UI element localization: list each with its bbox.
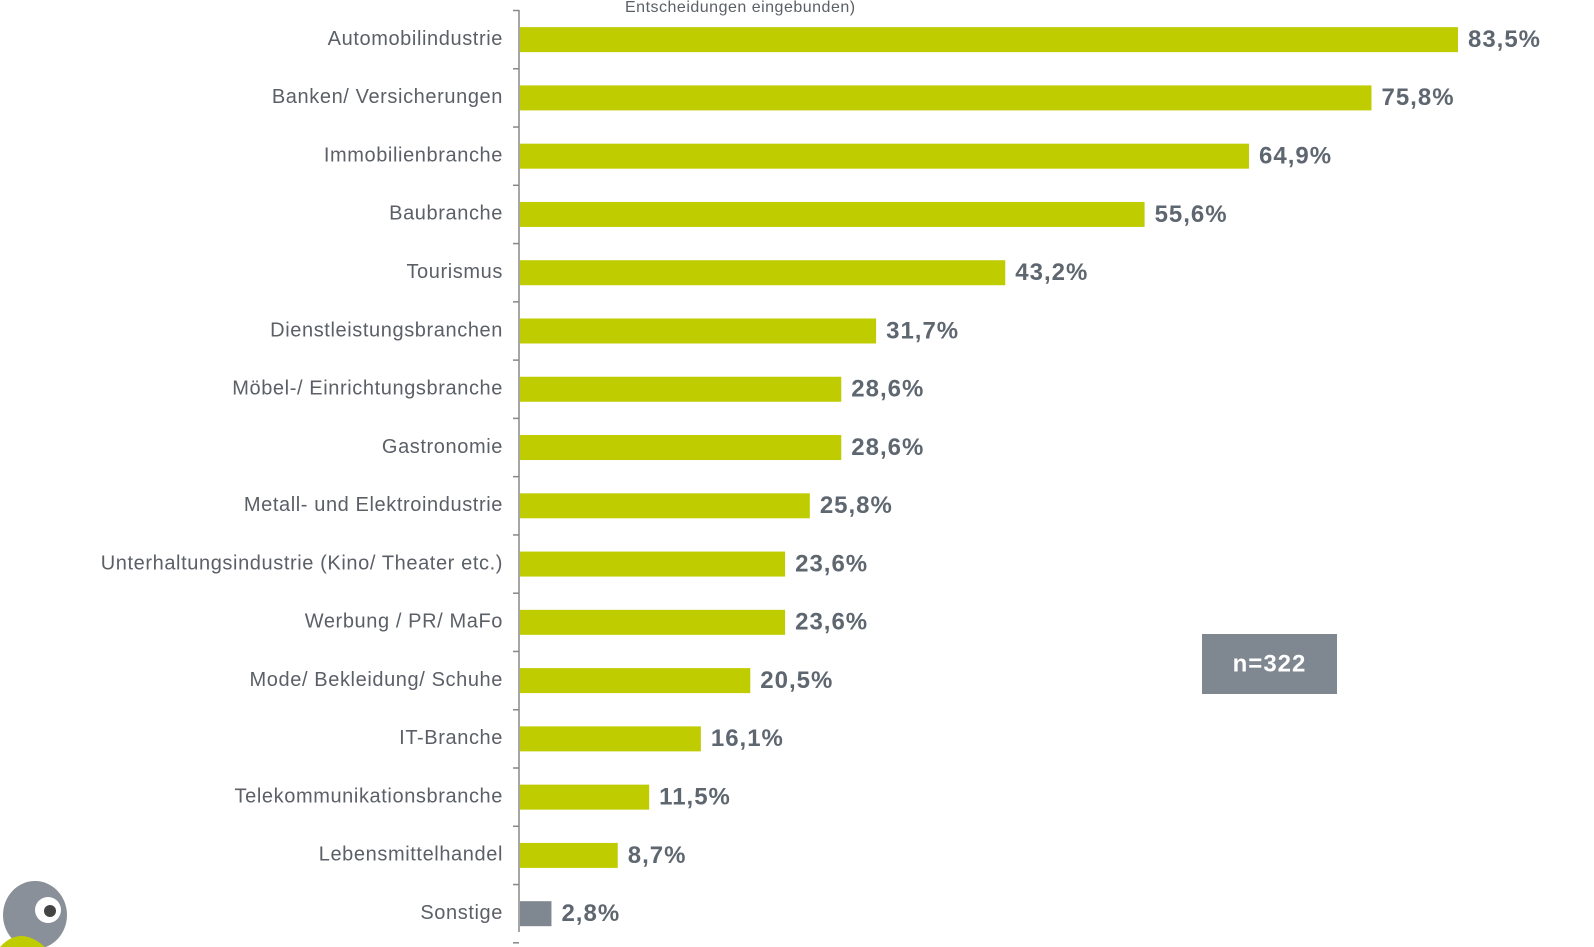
bar [520,784,650,810]
bar [520,260,1006,286]
bar [520,143,1250,169]
value-label: 23,6% [795,609,868,636]
bar [520,376,842,402]
bar [520,668,751,694]
value-label: 20,5% [760,667,833,694]
value-label: 83,5% [1468,26,1541,53]
value-label: 23,6% [795,550,868,577]
category-label: Gastronomie [382,436,503,458]
category-label: Werbung / PR/ MaFo [305,611,503,633]
category-label: Dienstleistungsbranchen [270,319,503,341]
category-label: Tourismus [406,261,503,283]
bar [520,609,786,635]
category-label: Immobilienbranche [324,144,503,166]
logo [0,881,67,947]
bar [520,726,701,752]
bar [520,842,618,868]
category-label: IT-Branche [399,727,503,749]
value-label: 16,1% [711,725,784,752]
category-label: Baubranche [389,203,503,225]
value-label: 2,8% [561,900,620,927]
category-label: Metall- und Elektroindustrie [244,494,503,516]
bar [520,551,786,577]
category-label: Automobilindustrie [328,28,503,50]
value-label: 43,2% [1015,259,1088,286]
bar [520,901,552,927]
value-label: 28,6% [851,434,924,461]
category-label: Banken/ Versicherungen [272,86,503,108]
bar [520,435,842,461]
bar [520,493,810,519]
value-label: 75,8% [1381,84,1454,111]
value-label: 28,6% [851,376,924,403]
value-label: 11,5% [659,783,731,810]
value-label: 55,6% [1155,201,1228,228]
category-label: Sonstige [420,902,503,924]
category-label: Lebensmittelhandel [319,844,503,866]
chart-subtitle: Entscheidungen eingebunden) [625,0,856,16]
value-label: 8,7% [628,842,687,869]
bar [520,27,1458,53]
value-label: 64,9% [1259,143,1332,170]
annotation: n=322 [1233,650,1307,677]
value-label: 31,7% [886,317,959,344]
category-label: Unterhaltungsindustrie (Kino/ Theater et… [101,552,503,574]
category-label: Möbel-/ Einrichtungsbranche [232,378,503,400]
category-label: Telekommunikationsbranche [235,785,503,807]
bar [520,85,1372,111]
value-label: 25,8% [820,492,893,519]
annotation-box [1202,634,1337,694]
bar [520,318,877,344]
category-label: Mode/ Bekleidung/ Schuhe [250,669,503,691]
bar [520,201,1145,227]
